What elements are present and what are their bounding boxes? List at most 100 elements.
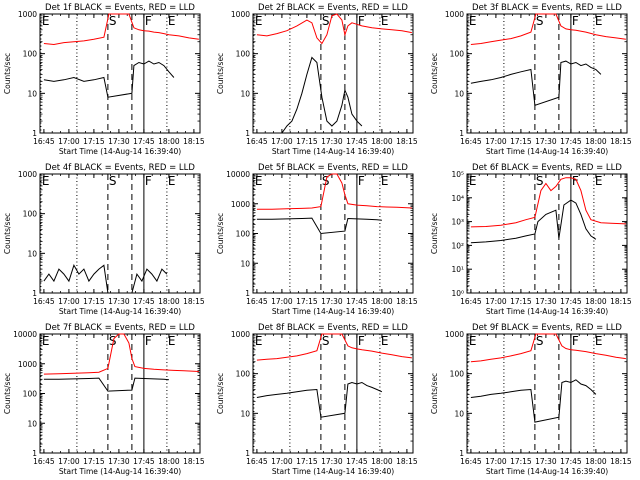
x-tick-label: 17:15 [296, 137, 318, 146]
x-tick-label: 17:00 [271, 297, 293, 306]
y-tick-label: 10⁰ [451, 289, 464, 298]
series-events-line [43, 264, 168, 294]
y-tick-label: 1 [32, 129, 37, 138]
x-tick-label: 17:45 [133, 457, 155, 466]
y-tick-label: 1000 [18, 170, 37, 179]
x-tick-label: 17:15 [296, 457, 318, 466]
x-tick-label: 17:15 [83, 137, 105, 146]
y-tick-label: 100 [450, 50, 465, 59]
series-events-line [470, 60, 602, 106]
y-axis-label: Counts/sec [3, 373, 12, 414]
y-tick-label: 10000 [226, 170, 250, 179]
x-tick-label: 18:00 [371, 457, 393, 466]
y-tick-label: 10³ [451, 218, 464, 227]
event-marker-label: S [109, 14, 117, 28]
event-marker-label: F [572, 174, 579, 188]
x-tick-label: 17:30 [321, 297, 343, 306]
y-tick-label: 100 [23, 210, 38, 219]
x-axis-label: Start Time (14-Aug-14 16:39:40) [486, 467, 608, 476]
x-tick-label: 16:45 [246, 297, 268, 306]
event-marker-label: S [536, 334, 544, 348]
series-lld-line [256, 333, 412, 361]
y-tick-label: 1 [245, 289, 250, 298]
y-tick-label: 1000 [231, 10, 250, 19]
x-tick-label: 17:30 [108, 457, 130, 466]
event-marker-label: F [572, 14, 579, 28]
x-tick-label: 17:15 [83, 297, 105, 306]
x-tick-label: 17:00 [485, 137, 507, 146]
x-tick-label: 17:30 [321, 137, 343, 146]
y-tick-label: 1 [245, 449, 250, 458]
y-axis-label: Counts/sec [430, 213, 439, 254]
panel-title: Det 4f BLACK = Events, RED = LLD [45, 163, 195, 173]
x-tick-label: 18:00 [585, 297, 607, 306]
x-tick-label: 18:00 [158, 137, 180, 146]
x-tick-label: 17:45 [560, 137, 582, 146]
x-axis-label: Start Time (14-Aug-14 16:39:40) [59, 467, 181, 476]
series-lld-line [256, 13, 412, 45]
series-lld-line [256, 173, 412, 210]
event-marker-label: E [42, 334, 50, 348]
event-marker-label: S [322, 14, 330, 28]
series-lld-line [43, 13, 199, 46]
plot-frame [39, 13, 201, 134]
event-marker-label: F [572, 334, 579, 348]
y-tick-label: 1000 [445, 330, 464, 339]
y-tick-label: 1 [32, 449, 37, 458]
event-marker-label: S [536, 14, 544, 28]
event-marker-label: F [358, 14, 365, 28]
event-marker-label: F [145, 14, 152, 28]
y-tick-label: 100 [23, 390, 38, 399]
plot-frame [466, 13, 628, 134]
series-lld-line [470, 333, 626, 363]
panel-8: Det 8f BLACK = Events, RED = LLD 1 10 100 10… [216, 323, 418, 476]
x-tick-label: 17:45 [133, 297, 155, 306]
plot-frame [466, 333, 628, 454]
x-tick-label: 18:00 [158, 457, 180, 466]
plot-frame [466, 173, 628, 294]
x-axis-label: Start Time (14-Aug-14 16:39:40) [59, 147, 181, 156]
event-marker-label: E [595, 14, 603, 28]
x-tick-label: 17:15 [83, 457, 105, 466]
event-marker-label: E [595, 334, 603, 348]
panel-2: Det 2f BLACK = Events, RED = LLD 1 10 100 10… [216, 3, 418, 156]
panel-9: Det 9f BLACK = Events, RED = LLD 1 10 100 10… [430, 323, 632, 476]
panel-4: Det 4f BLACK = Events, RED = LLD 1 10 100 10… [3, 163, 205, 316]
event-marker-label: S [536, 174, 544, 188]
panel-6: Det 6f BLACK = Events, RED = LLD 10⁰ 10¹ 10… [430, 163, 632, 316]
y-tick-label: 100 [23, 50, 38, 59]
event-marker-label: E [469, 334, 477, 348]
event-marker-label: E [469, 14, 477, 28]
x-axis-label: Start Time (14-Aug-14 16:39:40) [272, 307, 394, 316]
x-tick-label: 18:00 [158, 297, 180, 306]
x-tick-label: 17:30 [535, 457, 557, 466]
y-tick-label: 1 [459, 129, 464, 138]
y-tick-label: 1000 [231, 330, 250, 339]
y-tick-label: 10 [27, 419, 37, 428]
x-tick-label: 16:45 [460, 457, 482, 466]
x-tick-label: 18:15 [396, 297, 418, 306]
series-lld-line [43, 333, 199, 375]
x-tick-label: 17:15 [510, 137, 532, 146]
panel-title: Det 9f BLACK = Events, RED = LLD [472, 323, 622, 333]
y-tick-label: 1000 [18, 360, 37, 369]
x-tick-label: 16:45 [246, 457, 268, 466]
event-marker-label: E [255, 174, 263, 188]
panel-title: Det 7f BLACK = Events, RED = LLD [45, 323, 195, 333]
x-tick-label: 17:00 [58, 297, 80, 306]
panel-title: Det 3f BLACK = Events, RED = LLD [472, 3, 622, 13]
event-marker-label: E [469, 174, 477, 188]
x-tick-label: 18:15 [183, 137, 205, 146]
x-tick-label: 17:00 [58, 457, 80, 466]
x-tick-label: 17:30 [321, 457, 343, 466]
x-tick-label: 18:15 [610, 137, 632, 146]
x-tick-label: 17:00 [58, 137, 80, 146]
y-axis-label: Counts/sec [3, 213, 12, 254]
event-marker-label: E [42, 174, 50, 188]
y-tick-label: 100 [236, 50, 251, 59]
y-tick-label: 10¹ [451, 265, 464, 274]
x-tick-label: 18:15 [183, 457, 205, 466]
series-events-line [281, 56, 363, 134]
x-tick-label: 17:45 [560, 297, 582, 306]
panel-title: Det 2f BLACK = Events, RED = LLD [258, 3, 408, 13]
